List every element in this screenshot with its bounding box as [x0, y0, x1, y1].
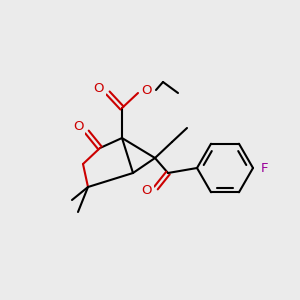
Text: O: O — [94, 82, 104, 95]
Text: O: O — [73, 121, 83, 134]
Text: O: O — [142, 83, 152, 97]
Text: F: F — [261, 161, 269, 175]
Text: O: O — [142, 184, 152, 197]
